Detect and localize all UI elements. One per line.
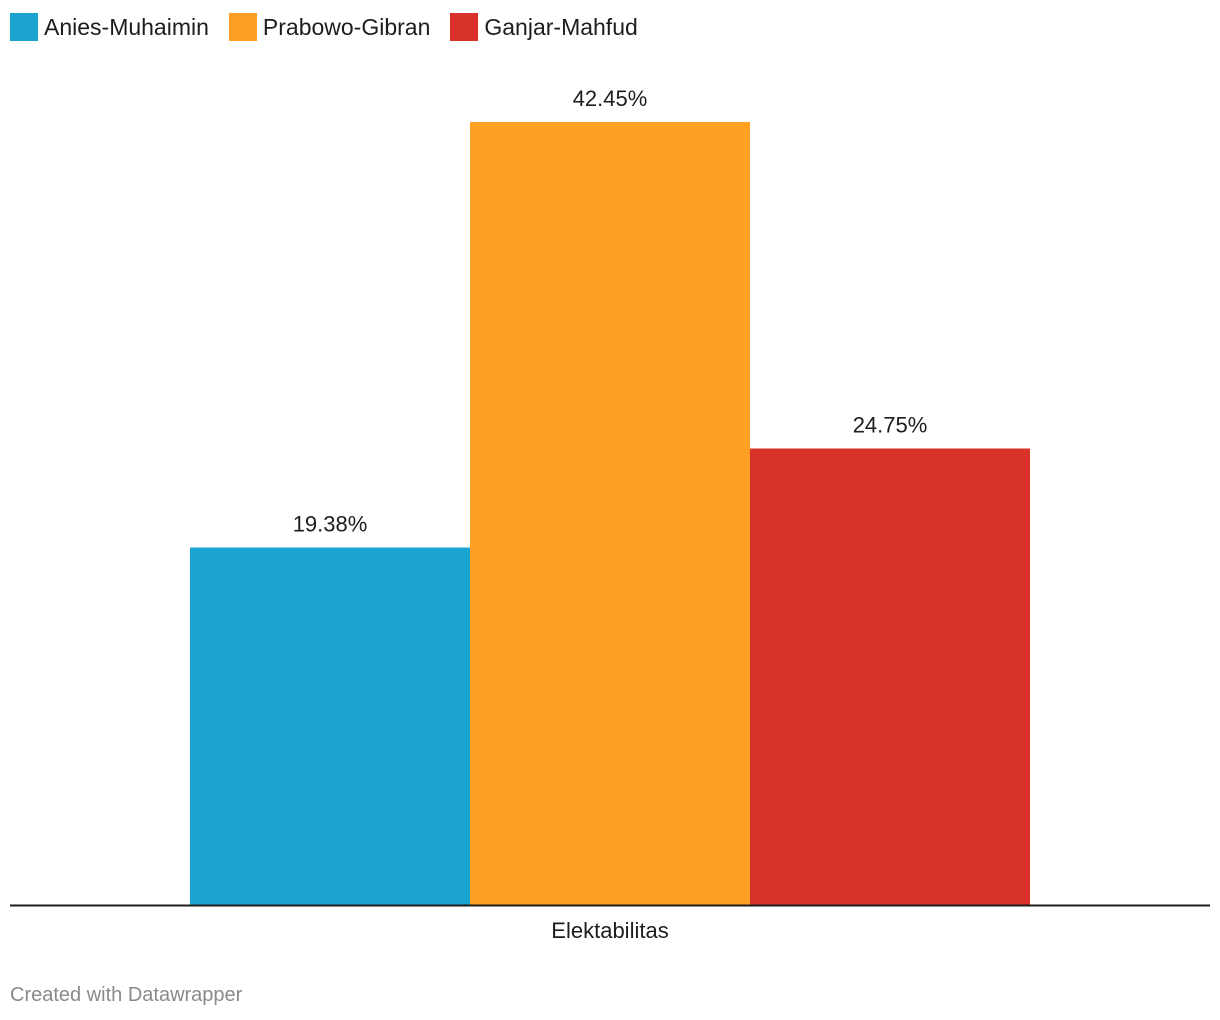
legend-item-prabowo-gibran: Prabowo-Gibran	[228, 13, 431, 41]
data-label: 24.75%	[853, 412, 928, 437]
footer-credit: Created with Datawrapper	[10, 984, 243, 1006]
legend-swatch	[228, 13, 257, 41]
x-tick-label: Elektabilitas	[551, 918, 668, 943]
chart-legend: Anies-Muhaimin Prabowo-Gibran Ganjar-Mah…	[10, 12, 658, 42]
legend-label: Anies-Muhaimin	[44, 13, 209, 40]
legend-swatch	[10, 13, 38, 41]
legend-label: Prabowo-Gibran	[262, 13, 431, 40]
bar-prabowo-gibran	[470, 122, 750, 905]
bar-ganjar-mahfud	[750, 448, 1030, 905]
legend-label: Ganjar-Mahfud	[484, 13, 638, 40]
data-label: 19.38%	[293, 512, 368, 537]
legend-item-ganjar-mahfud: Ganjar-Mahfud	[450, 13, 638, 41]
data-label: 42.45%	[573, 86, 648, 111]
legend-item-anies-muhaimin: Anies-Muhaimin	[10, 13, 209, 41]
legend-swatch	[450, 13, 479, 41]
bar-anies-muhaimin	[190, 547, 470, 905]
